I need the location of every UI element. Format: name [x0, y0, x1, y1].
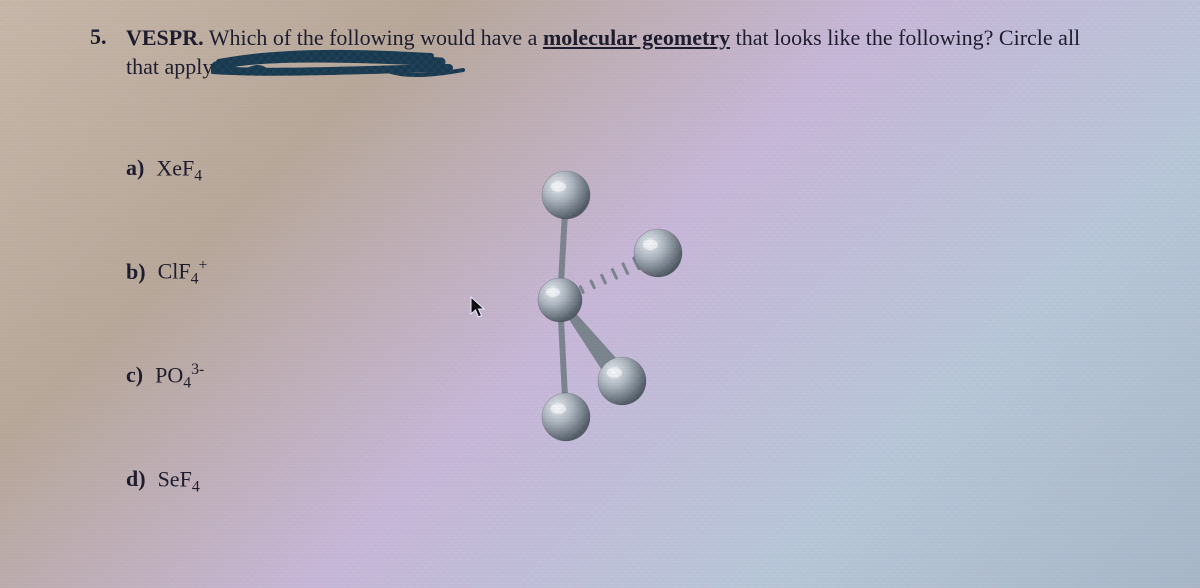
option-letter: c): [126, 362, 143, 387]
question-row: 5. VESPR. Which of the following would h…: [90, 24, 1110, 84]
option-letter: b): [126, 259, 146, 284]
option-sup: 3-: [191, 361, 204, 378]
option-d[interactable]: d) SeF4: [126, 465, 1110, 497]
option-formula-base: SeF: [158, 466, 192, 491]
option-sub: 4: [191, 271, 199, 288]
option-sub: 4: [192, 478, 200, 495]
option-letter: a): [126, 155, 144, 180]
option-sup: +: [199, 257, 208, 274]
option-letter: d): [126, 466, 146, 491]
question-topic: VESPR.: [126, 25, 204, 50]
worksheet-page: 5. VESPR. Which of the following would h…: [0, 0, 1200, 540]
question-text: VESPR. Which of the following would have…: [126, 24, 1110, 84]
question-number: 5.: [90, 24, 116, 50]
option-formula-base: PO: [155, 362, 183, 387]
redaction-scribble: [221, 54, 431, 84]
question-keyword: molecular geometry: [543, 25, 730, 50]
option-formula-base: ClF: [158, 259, 191, 284]
option-sub: 4: [194, 167, 202, 184]
cursor-icon: [470, 296, 488, 320]
option-sub: 4: [183, 375, 191, 392]
option-formula-base: XeF: [156, 155, 194, 180]
molecule-diagram: [470, 165, 730, 465]
